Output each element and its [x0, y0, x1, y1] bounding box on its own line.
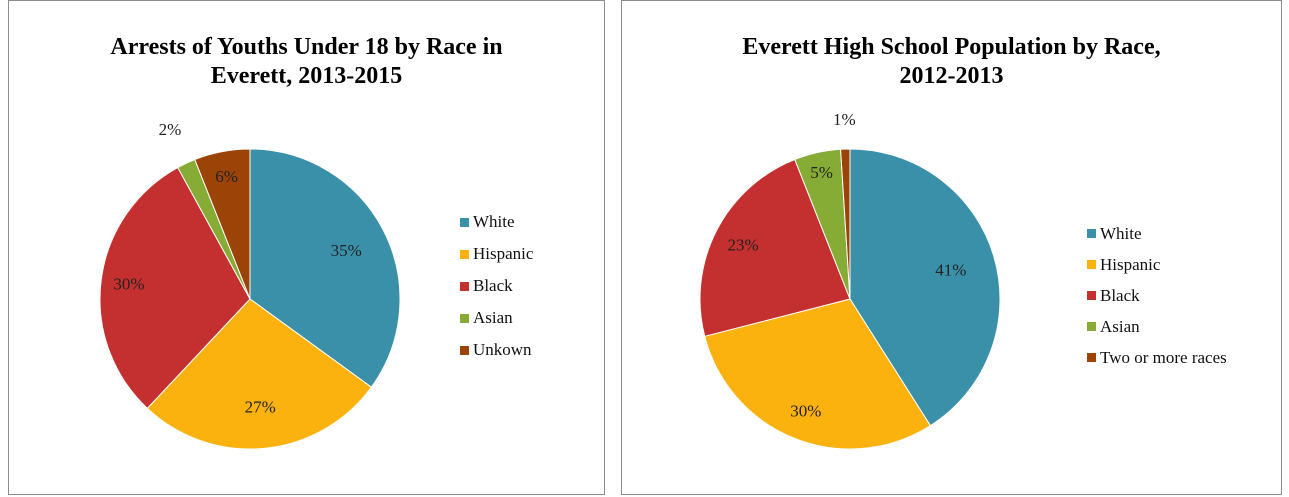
pie-chart-arrests: 35% 27% 30% 2% 6% [99, 120, 401, 450]
chart-title-line-1: Arrests of Youths Under 18 by Race in [110, 34, 503, 60]
legend: White Hispanic Black Asian Two or more races [1087, 218, 1227, 373]
legend-label: Hispanic [473, 244, 534, 263]
chart-panel-arrests: Arrests of Youths Under 18 by Race in Ev… [8, 0, 605, 495]
legend-label: Hispanic [1100, 254, 1161, 274]
pie-slice-white [249, 148, 401, 388]
data-label: 27% [245, 398, 276, 417]
legend-label: White [1100, 223, 1142, 243]
data-label: 1% [833, 110, 856, 129]
chart-title-line-2: 2012-2013 [899, 63, 1004, 89]
data-label: 5% [810, 163, 833, 182]
legend-label: Black [473, 276, 513, 295]
pie-slice-white [849, 148, 1001, 427]
legend-swatch [1087, 322, 1096, 331]
legend-item: Hispanic [1087, 249, 1227, 280]
pie-slice-black [99, 166, 251, 410]
legend-item: White [460, 206, 533, 238]
chart-title: Arrests of Youths Under 18 by Race in Ev… [9, 33, 604, 91]
chart-panel-population: Everett High School Population by Race, … [621, 0, 1282, 495]
legend-label: Unkown [473, 340, 532, 359]
legend-item: Unkown [460, 334, 533, 366]
legend-item: Two or more races [1087, 342, 1227, 373]
legend-swatch [460, 217, 469, 227]
legend: White Hispanic Black Asian Unkown [460, 206, 533, 366]
legend-label: Asian [473, 308, 513, 327]
legend-swatch [1087, 229, 1096, 238]
legend-item: White [1087, 218, 1227, 249]
legend-swatch [460, 281, 469, 291]
legend-swatch [1087, 353, 1096, 362]
data-label: 23% [727, 236, 758, 255]
pie-slice-hispanic [146, 298, 373, 450]
chart-title-line-1: Everett High School Population by Race, [742, 34, 1161, 60]
legend-swatch [1087, 291, 1096, 300]
pie-chart-population: 41% 30% 23% 5% 1% [699, 110, 1001, 450]
legend-item: Asian [460, 302, 533, 334]
legend-item: Hispanic [460, 238, 533, 270]
data-label: 6% [215, 167, 238, 186]
legend-item: Black [460, 270, 533, 302]
chart-title: Everett High School Population by Race, … [622, 33, 1281, 91]
data-label: 35% [331, 241, 362, 260]
pie-slice-black [699, 158, 851, 337]
legend-swatch [460, 313, 469, 323]
legend-item: Asian [1087, 311, 1227, 342]
data-label: 2% [159, 120, 182, 139]
legend-swatch [460, 249, 469, 259]
legend-label: Asian [1100, 316, 1140, 336]
legend-item: Black [1087, 280, 1227, 311]
legend-swatch [460, 345, 469, 355]
legend-label: Black [1100, 285, 1140, 305]
data-label: 30% [790, 402, 821, 421]
pie-slice-two-or-more-races [840, 148, 851, 300]
legend-label: Two or more races [1100, 347, 1227, 367]
legend-swatch [1087, 260, 1096, 269]
data-label: 30% [113, 275, 144, 294]
data-label: 41% [935, 261, 966, 280]
pie-slice-hispanic [704, 298, 932, 450]
chart-title-line-2: Everett, 2013-2015 [210, 63, 403, 89]
legend-label: White [473, 212, 515, 231]
pie-slice-unkown [194, 148, 251, 300]
